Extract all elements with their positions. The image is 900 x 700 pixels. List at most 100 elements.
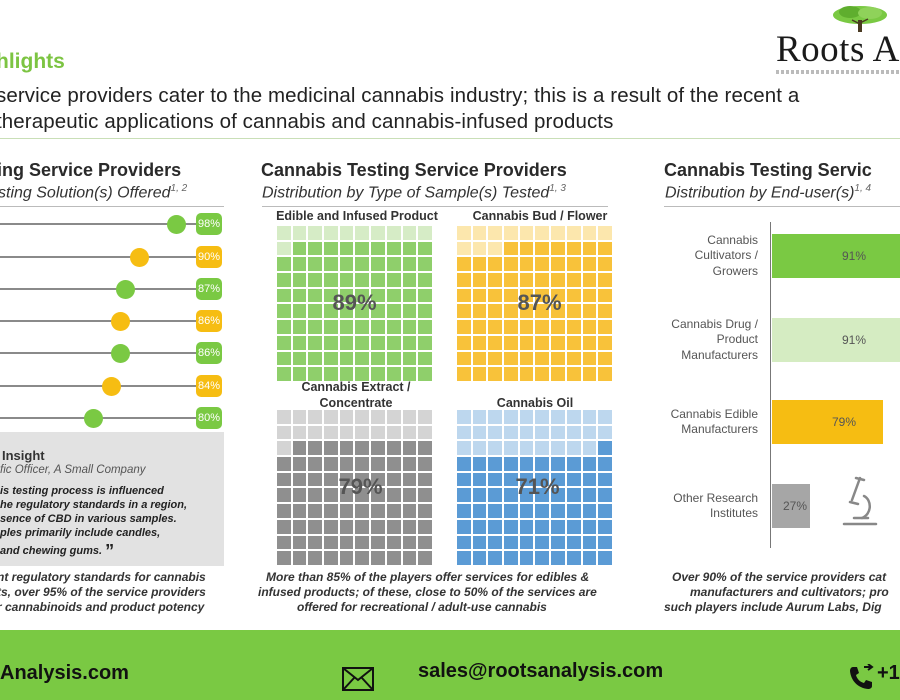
waffle-cell: [535, 367, 550, 381]
waffle-cell: [355, 425, 370, 440]
waffle-cell: [324, 273, 338, 287]
waffle-cell: [582, 457, 597, 471]
waffle-cell: [386, 241, 401, 256]
waffle-cell: [598, 472, 612, 487]
waffle-title-bud: Cannabis Bud / Flower: [472, 209, 608, 223]
waffle-cell: [488, 226, 503, 240]
lollipop-stick: [0, 352, 121, 354]
bar-chart-axis: [770, 222, 771, 548]
waffle-cell: [504, 551, 518, 565]
waffle-cell: [402, 472, 417, 487]
lollipop-value-badge: 98%: [196, 213, 222, 235]
waffle-cell: [308, 472, 323, 487]
waffle-value-edible: 89%: [332, 290, 377, 315]
waffle-cell: [308, 288, 323, 303]
waffle-cell: [551, 504, 565, 518]
waffle-cell: [292, 351, 307, 366]
lollipop-row: 87%: [0, 278, 224, 300]
waffle-cell: [598, 273, 612, 287]
waffle-cell: [339, 488, 354, 503]
email-link[interactable]: sales@rootsanalysis.com: [418, 660, 664, 682]
waffle-cell: [402, 351, 417, 366]
waffle-cell: [535, 472, 550, 487]
waffle-cell: [504, 320, 518, 334]
waffle-cell: [519, 504, 534, 518]
waffle-cell: [535, 457, 550, 471]
waffle-cell: [418, 335, 432, 350]
waffle-cell: [355, 410, 370, 424]
waffle-cell: [371, 504, 385, 518]
waffle-cell: [582, 320, 597, 334]
lollipop-connector: [147, 256, 196, 258]
bar-category-label: Cannabis Cultivators / Growers: [695, 233, 758, 280]
waffle-cell: [402, 288, 417, 303]
waffle-cell: [504, 226, 518, 240]
waffle-cell: [472, 488, 487, 503]
waffle-cell: [566, 273, 581, 287]
waffle-cell: [519, 257, 534, 272]
left-footnote-line: r cannabinoids and product potency: [0, 600, 205, 614]
waffle-cell: [519, 472, 534, 487]
waffle-cell: [519, 273, 534, 287]
waffle-cell: [598, 441, 612, 456]
waffle-cell: [566, 441, 581, 456]
waffle-cell: [355, 351, 370, 366]
waffle-cell: [457, 257, 471, 272]
website-link[interactable]: Analysis.com: [0, 662, 129, 684]
waffle-cell: [339, 335, 354, 350]
waffle-cell: [277, 457, 291, 471]
waffle-cell: [582, 488, 597, 503]
waffle-cell: [308, 320, 323, 334]
waffle-cell: [339, 304, 354, 319]
waffle-cell: [339, 257, 354, 272]
waffle-cell: [277, 257, 291, 272]
waffle-cell: [582, 472, 597, 487]
waffle-cell: [551, 367, 565, 381]
end-user-bar: 27%: [772, 484, 810, 528]
phone-number[interactable]: +1: [877, 662, 900, 684]
waffle-cell: [386, 457, 401, 471]
waffle-cell: [371, 472, 385, 487]
waffle-cell: [292, 335, 307, 350]
waffle-cell: [535, 320, 550, 334]
waffle-cell: [457, 273, 471, 287]
waffle-cell: [324, 288, 338, 303]
waffle-cell: [339, 351, 354, 366]
waffle-cell: [535, 425, 550, 440]
end-user-bar: 91%: [772, 234, 900, 278]
waffle-cell: [371, 335, 385, 350]
waffle-cell: [308, 257, 323, 272]
lollipop-value-badge: 86%: [196, 342, 222, 364]
waffle-cell: [488, 504, 503, 518]
waffle-cell: [402, 425, 417, 440]
waffle-cell: [566, 367, 581, 381]
waffle-cell: [472, 472, 487, 487]
tree-icon: [833, 6, 887, 32]
waffle-cell: [566, 335, 581, 350]
waffle-cell: [457, 504, 471, 518]
waffle-cell: [355, 288, 370, 303]
waffle-cell: [472, 335, 487, 350]
waffle-cell: [402, 335, 417, 350]
waffle-cell: [551, 351, 565, 366]
waffle-cell: [324, 226, 338, 240]
waffle-cell: [488, 288, 503, 303]
waffle-title-edible: Edible and Infused Product: [276, 209, 438, 223]
logo-tagline: [776, 70, 900, 74]
waffle-cell: [386, 504, 401, 518]
insight-quote-line: is testing process is influenced: [0, 485, 164, 497]
waffle-cell: [488, 410, 503, 424]
waffle-cell: [308, 519, 323, 534]
waffle-cell: [277, 304, 291, 319]
waffle-cell: [535, 488, 550, 503]
waffle-cell: [339, 410, 354, 424]
waffle-chart-bud: [457, 226, 612, 381]
left-footnote-line: ts, over 95% of the service providers: [0, 585, 206, 599]
waffle-cell: [324, 551, 338, 565]
waffle-cell: [551, 226, 565, 240]
highlight-text-line-1: service providers cater to the medicinal…: [0, 84, 800, 107]
waffle-cell: [519, 335, 534, 350]
waffle-cell: [277, 320, 291, 334]
waffle-cell: [472, 304, 487, 319]
waffle-title-oil: Cannabis Oil: [496, 396, 574, 410]
